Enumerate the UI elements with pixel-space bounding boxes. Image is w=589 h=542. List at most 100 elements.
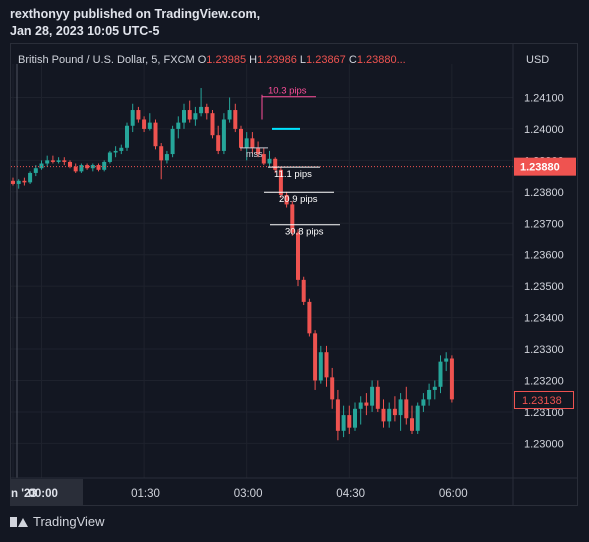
candle-body	[170, 128, 175, 155]
x-tick-label: 03:00	[234, 488, 263, 500]
y-tick-label: 1.23500	[524, 281, 564, 293]
candle-body	[199, 106, 204, 114]
annotation-label-mss: mss	[246, 149, 263, 159]
last-price-label: 1.23880	[520, 162, 560, 174]
y-tick-label: 1.23000	[524, 438, 564, 450]
annotation-label-30-8-pips: 30.8 pips	[285, 227, 324, 238]
y-tick-label: 1.23200	[524, 376, 564, 388]
candle-body	[164, 154, 169, 161]
x-tick-label: 04:30	[336, 488, 365, 500]
candle-body	[68, 161, 72, 167]
publisher-info: rexthonyy published on TradingView.com, …	[10, 6, 260, 40]
candle-body	[284, 194, 289, 205]
footer-brand-label: TradingView	[33, 514, 105, 529]
candle-body	[421, 399, 426, 406]
candle-body	[210, 113, 215, 136]
legend-o-value: 1.23985	[206, 54, 249, 66]
candle-body	[261, 154, 266, 164]
candle-body	[45, 160, 50, 164]
candle-body	[370, 386, 375, 406]
candle-body	[335, 399, 340, 431]
y-tick-label: 1.23300	[524, 344, 564, 356]
candle-body	[387, 408, 392, 422]
candle-body	[330, 377, 335, 400]
candle-body	[427, 389, 432, 400]
candle-body	[449, 358, 454, 400]
candle-body	[364, 402, 369, 406]
second-price-label: 1.23138	[522, 395, 562, 407]
candle-body	[313, 333, 318, 381]
candle-body	[125, 125, 129, 148]
candle-body	[28, 172, 33, 183]
candle-body	[398, 399, 403, 416]
candle-body	[273, 158, 278, 170]
candle-body	[176, 122, 181, 129]
chart-panel[interactable]	[10, 43, 578, 506]
candle-body	[187, 110, 192, 120]
annotation-label-20-9-pips: 20.9 pips	[279, 194, 318, 205]
candle-body	[358, 402, 363, 409]
candle-body	[278, 169, 283, 195]
x-tick-label: 06:00	[439, 488, 468, 500]
candle-body	[193, 113, 198, 120]
candle-body	[147, 122, 152, 129]
legend-l-label: L	[300, 54, 306, 66]
candle-body	[244, 138, 249, 148]
last-price-badge	[514, 157, 576, 176]
legend-o-label: O	[198, 54, 207, 66]
candle-body	[250, 138, 255, 148]
candle-body	[341, 415, 346, 431]
y-tick-label: 1.23400	[524, 313, 564, 325]
legend-h-label: H	[249, 54, 257, 66]
publisher-line-1: rexthonyy published on TradingView.com,	[10, 7, 261, 21]
candle-body	[107, 152, 112, 162]
candle-body	[119, 147, 124, 151]
y-tick-label: 1.24000	[524, 124, 564, 136]
candle-body	[307, 301, 312, 334]
candle-body	[113, 150, 118, 153]
candle-body	[142, 119, 147, 129]
candle-body	[39, 163, 44, 169]
candle-body	[347, 415, 352, 428]
candle-body	[256, 147, 261, 155]
candle-body	[33, 168, 38, 173]
candle-body	[96, 165, 101, 170]
candle-body	[216, 135, 221, 151]
y-tick-label: 1.23100	[524, 407, 564, 419]
candle-body	[410, 418, 414, 431]
candle-body	[221, 119, 226, 151]
candle-body	[50, 160, 55, 162]
annotation-label-11-1-pips: 11.1 pips	[274, 169, 312, 180]
candle-body	[438, 361, 443, 387]
candle-body	[182, 110, 186, 123]
candle-body	[392, 408, 397, 416]
candle-body	[239, 128, 243, 148]
candle-body	[136, 110, 141, 120]
x-tick-label: 00:00	[29, 488, 58, 500]
candle-body	[432, 386, 437, 390]
publisher-line-2: Jan 28, 2023 10:05 UTC-5	[10, 24, 160, 38]
candle-body	[85, 165, 90, 169]
footer-brand[interactable]: TradingView	[10, 514, 105, 529]
y-tick-label: 1.23700	[524, 218, 564, 230]
candle-body	[227, 110, 232, 120]
annotation-label-10-3-pips: 10.3 pips	[268, 86, 307, 97]
candle-body	[153, 122, 158, 147]
candle-body	[324, 352, 329, 378]
tradingview-logo-icon	[10, 516, 28, 528]
candle-body	[56, 160, 61, 162]
candle-body	[204, 106, 209, 114]
x-tick-label: n '23	[11, 488, 37, 500]
candle-body	[102, 161, 107, 170]
candle-body	[381, 408, 386, 422]
candle-body	[296, 232, 300, 280]
legend-l-value: 1.23867	[306, 54, 349, 66]
legend-c-label: C	[349, 54, 357, 66]
candle-body	[290, 204, 295, 233]
candle-body	[444, 358, 449, 362]
candle-body	[415, 405, 420, 431]
candle-body	[267, 158, 272, 164]
candle-body	[318, 352, 323, 381]
candle-body	[233, 110, 238, 129]
